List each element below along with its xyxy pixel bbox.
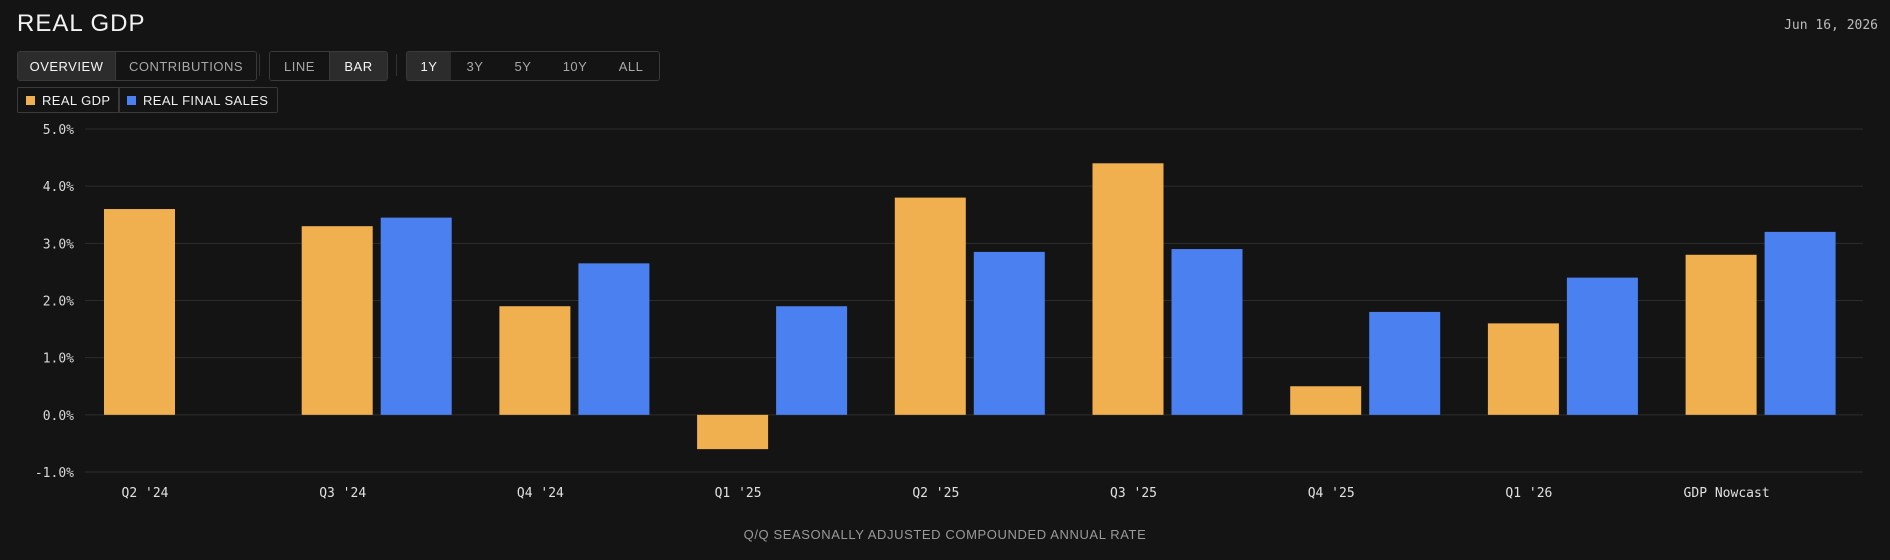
y-tick-label: -1.0%: [35, 466, 74, 481]
bar-real-gdp: [1685, 254, 1757, 415]
legend-item-real-final-sales[interactable]: REAL FINAL SALES: [118, 87, 279, 113]
legend-swatch: [127, 95, 136, 105]
tab-overview[interactable]: OVERVIEW: [18, 52, 115, 80]
bar-real-gdp: [1092, 163, 1164, 415]
view-toggle: OVERVIEW CONTRIBUTIONS: [17, 51, 257, 81]
x-tick-label: Q4 '24: [517, 486, 564, 501]
legend-swatch: [26, 95, 35, 105]
range-1y-button[interactable]: 1Y: [407, 52, 451, 80]
date-stamp: Jun 16, 2026: [1784, 18, 1878, 33]
divider: [259, 54, 260, 76]
range-all-button[interactable]: ALL: [603, 52, 659, 80]
y-tick-label: 4.0%: [43, 180, 74, 195]
range-5y-button[interactable]: 5Y: [499, 52, 547, 80]
bar-real-final-sales: [1566, 277, 1638, 415]
chart-type-toggle: LINE BAR: [269, 51, 388, 81]
bar-real-gdp: [301, 226, 373, 415]
bar-real-gdp: [1487, 323, 1559, 415]
bar-real-final-sales: [1764, 231, 1836, 415]
y-tick-label: 2.0%: [43, 295, 74, 310]
y-tick-label: 3.0%: [43, 237, 74, 252]
page-title: REAL GDP: [17, 10, 146, 37]
tab-contributions[interactable]: CONTRIBUTIONS: [115, 52, 256, 80]
bar-real-gdp: [1290, 386, 1362, 415]
x-tick-label: GDP Nowcast: [1684, 486, 1770, 501]
x-tick-label: Q3 '25: [1110, 486, 1157, 501]
divider: [396, 54, 397, 76]
bar-real-final-sales: [776, 306, 848, 415]
bar-button[interactable]: BAR: [329, 52, 387, 80]
bar-real-final-sales: [1171, 249, 1243, 415]
y-tick-label: 1.0%: [43, 352, 74, 367]
x-tick-label: Q3 '24: [319, 486, 366, 501]
legend-label: REAL FINAL SALES: [143, 92, 269, 108]
bar-real-gdp: [697, 414, 769, 450]
x-tick-label: Q1 '25: [715, 486, 762, 501]
bar-real-final-sales: [1369, 311, 1441, 415]
x-tick-label: Q4 '25: [1308, 486, 1355, 501]
bar-real-gdp: [104, 209, 175, 415]
x-tick-label: Q1 '26: [1505, 486, 1552, 501]
bar-real-final-sales: [973, 251, 1045, 415]
x-axis-title: Q/Q SEASONALLY ADJUSTED COMPOUNDED ANNUA…: [743, 527, 1147, 542]
y-tick-label: 0.0%: [43, 409, 74, 424]
x-tick-label: Q2 '25: [912, 486, 959, 501]
range-10y-button[interactable]: 10Y: [547, 52, 603, 80]
legend-label: REAL GDP: [42, 92, 111, 108]
legend-item-real-gdp[interactable]: REAL GDP: [17, 87, 121, 113]
bar-real-final-sales: [380, 217, 452, 415]
x-tick-label: Q2 '24: [122, 486, 169, 501]
bar-real-gdp: [499, 306, 571, 415]
bar-real-gdp: [894, 197, 966, 415]
bar-real-final-sales: [578, 263, 650, 415]
range-toggle: 1Y 3Y 5Y 10Y ALL: [406, 51, 660, 81]
line-button[interactable]: LINE: [270, 52, 329, 80]
y-tick-label: 5.0%: [43, 123, 74, 138]
range-3y-button[interactable]: 3Y: [451, 52, 499, 80]
bar-chart: 5.0% 4.0% 3.0% 2.0% 1.0% 0.0% -1.0% Q2 '24 Q3 '2…: [35, 123, 1863, 501]
